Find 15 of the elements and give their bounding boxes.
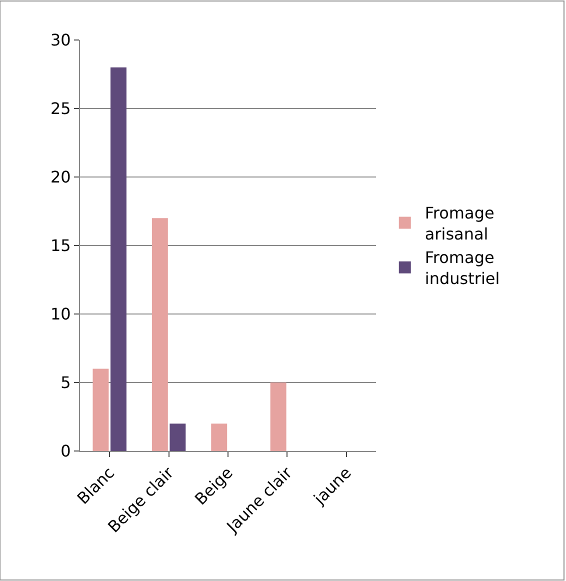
y-tick-label: 25 xyxy=(50,99,71,118)
y-tick-label: 30 xyxy=(50,30,71,50)
bar xyxy=(170,424,186,451)
y-tick-label: 5 xyxy=(60,373,71,392)
bar xyxy=(270,382,286,451)
bar xyxy=(92,368,109,451)
bar xyxy=(152,218,168,451)
y-tick-label: 15 xyxy=(50,236,71,256)
legend-label: Fromage arisanal xyxy=(424,204,494,244)
y-tick-label: 10 xyxy=(50,304,71,324)
y-tick-label: 20 xyxy=(50,168,71,187)
bar xyxy=(211,424,228,451)
y-tick-label: 0 xyxy=(60,442,71,461)
bar xyxy=(110,67,126,451)
legend-label: Fromage industriel xyxy=(424,248,500,288)
